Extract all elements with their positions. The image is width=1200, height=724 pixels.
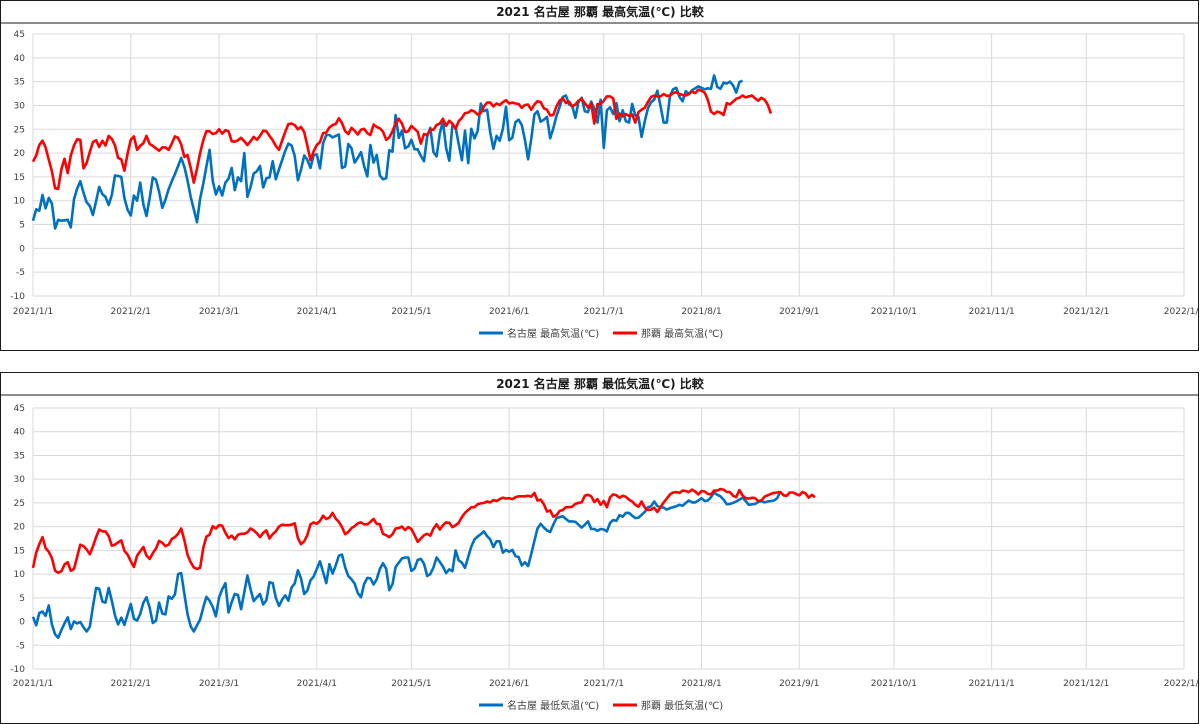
y-tick-label: -5: [16, 641, 25, 651]
y-tick-label: 20: [14, 523, 26, 533]
y-tick-label: 10: [14, 570, 26, 580]
x-tick-label: 2022/1/1: [1164, 679, 1199, 689]
y-tick-label: 5: [19, 221, 25, 231]
x-tick-label: 2021/4/1: [297, 307, 337, 317]
legend-entry-1: 那覇 最高気温(℃): [613, 327, 723, 340]
x-tick-label: 2021/4/1: [297, 679, 337, 689]
y-tick-label: 25: [14, 499, 25, 509]
y-tick-label: 40: [14, 54, 26, 64]
legend-label: 那覇 最高気温(℃): [641, 327, 723, 340]
y-tick-label: 20: [14, 149, 26, 159]
series-line-0: [31, 74, 744, 230]
y-tick-label: 35: [14, 78, 25, 88]
x-tick-label: 2021/12/1: [1063, 679, 1109, 689]
y-tick-label: 5: [19, 594, 25, 604]
x-tick-label: 2021/6/1: [489, 679, 529, 689]
x-tick-label: 2021/3/1: [199, 307, 239, 317]
x-tick-label: 2021/8/1: [681, 307, 721, 317]
x-tick-label: 2021/1/1: [13, 679, 53, 689]
x-tick-label: 2022/1/1: [1164, 307, 1199, 317]
x-tick-label: 2021/7/1: [584, 307, 624, 317]
legend-entry-0: 名古屋 最低気温(℃): [479, 699, 599, 712]
y-tick-label: -5: [16, 268, 25, 278]
chart-title: 2021 名古屋 那覇 最高気温(℃) 比較: [496, 4, 705, 19]
x-tick-label: 2021/11/1: [969, 307, 1015, 317]
x-tick-label: 2021/5/1: [391, 307, 431, 317]
y-tick-label: 45: [14, 30, 25, 40]
x-tick-label: 2021/9/1: [779, 307, 819, 317]
x-tick-label: 2021/2/1: [111, 679, 151, 689]
y-tick-label: 40: [14, 428, 26, 438]
x-tick-label: 2021/1/1: [13, 307, 53, 317]
y-tick-label: 0: [19, 618, 25, 628]
legend-entry-1: 那覇 最低気温(℃): [613, 699, 723, 712]
x-tick-label: 2021/7/1: [584, 679, 624, 689]
y-tick-label: 30: [14, 475, 26, 485]
y-tick-label: 15: [14, 546, 25, 556]
legend-label: 名古屋 最低気温(℃): [507, 699, 599, 712]
legend-entry-0: 名古屋 最高気温(℃): [479, 327, 599, 340]
y-tick-label: 15: [14, 173, 25, 183]
y-tick-label: 45: [14, 404, 25, 414]
chart-panel-high: 2021 名古屋 那覇 最高気温(℃) 比較 -10 -5 0 5 10 15 20 25 30 3…: [0, 0, 1199, 351]
chart-title: 2021 名古屋 那覇 最低気温(℃) 比較: [496, 376, 705, 391]
y-tick-label: 35: [14, 451, 25, 461]
series-line-1: [31, 487, 816, 574]
y-tick-label: -10: [10, 292, 25, 302]
x-tick-label: 2021/6/1: [489, 307, 529, 317]
chart-high: 2021 名古屋 那覇 最高気温(℃) 比較 -10 -5 0 5 10 15 20 25 30 3…: [1, 4, 1199, 340]
y-tick-label: 30: [14, 101, 26, 111]
y-tick-label: -10: [10, 665, 25, 675]
x-tick-label: 2021/10/1: [871, 679, 917, 689]
x-tick-label: 2021/5/1: [391, 679, 431, 689]
y-tick-label: 10: [14, 197, 26, 207]
x-tick-label: 2021/8/1: [681, 679, 721, 689]
series-line-0: [31, 490, 782, 640]
x-tick-label: 2021/11/1: [969, 679, 1015, 689]
y-tick-label: 25: [14, 125, 25, 135]
x-tick-label: 2021/9/1: [779, 679, 819, 689]
x-tick-label: 2021/3/1: [199, 679, 239, 689]
y-tick-label: 0: [19, 244, 25, 254]
series-line-1: [31, 88, 773, 191]
legend-label: 那覇 最低気温(℃): [641, 699, 723, 712]
x-tick-label: 2021/2/1: [111, 307, 151, 317]
x-tick-label: 2021/10/1: [871, 307, 917, 317]
chart-panel-low: 2021 名古屋 那覇 最低気温(℃) 比較 -10 -5 0 5 10 15 20 25 30 3…: [0, 372, 1199, 724]
x-tick-label: 2021/12/1: [1063, 307, 1109, 317]
legend-label: 名古屋 最高気温(℃): [507, 327, 599, 340]
chart-low: 2021 名古屋 那覇 最低気温(℃) 比較 -10 -5 0 5 10 15 20 25 30 3…: [1, 376, 1199, 712]
